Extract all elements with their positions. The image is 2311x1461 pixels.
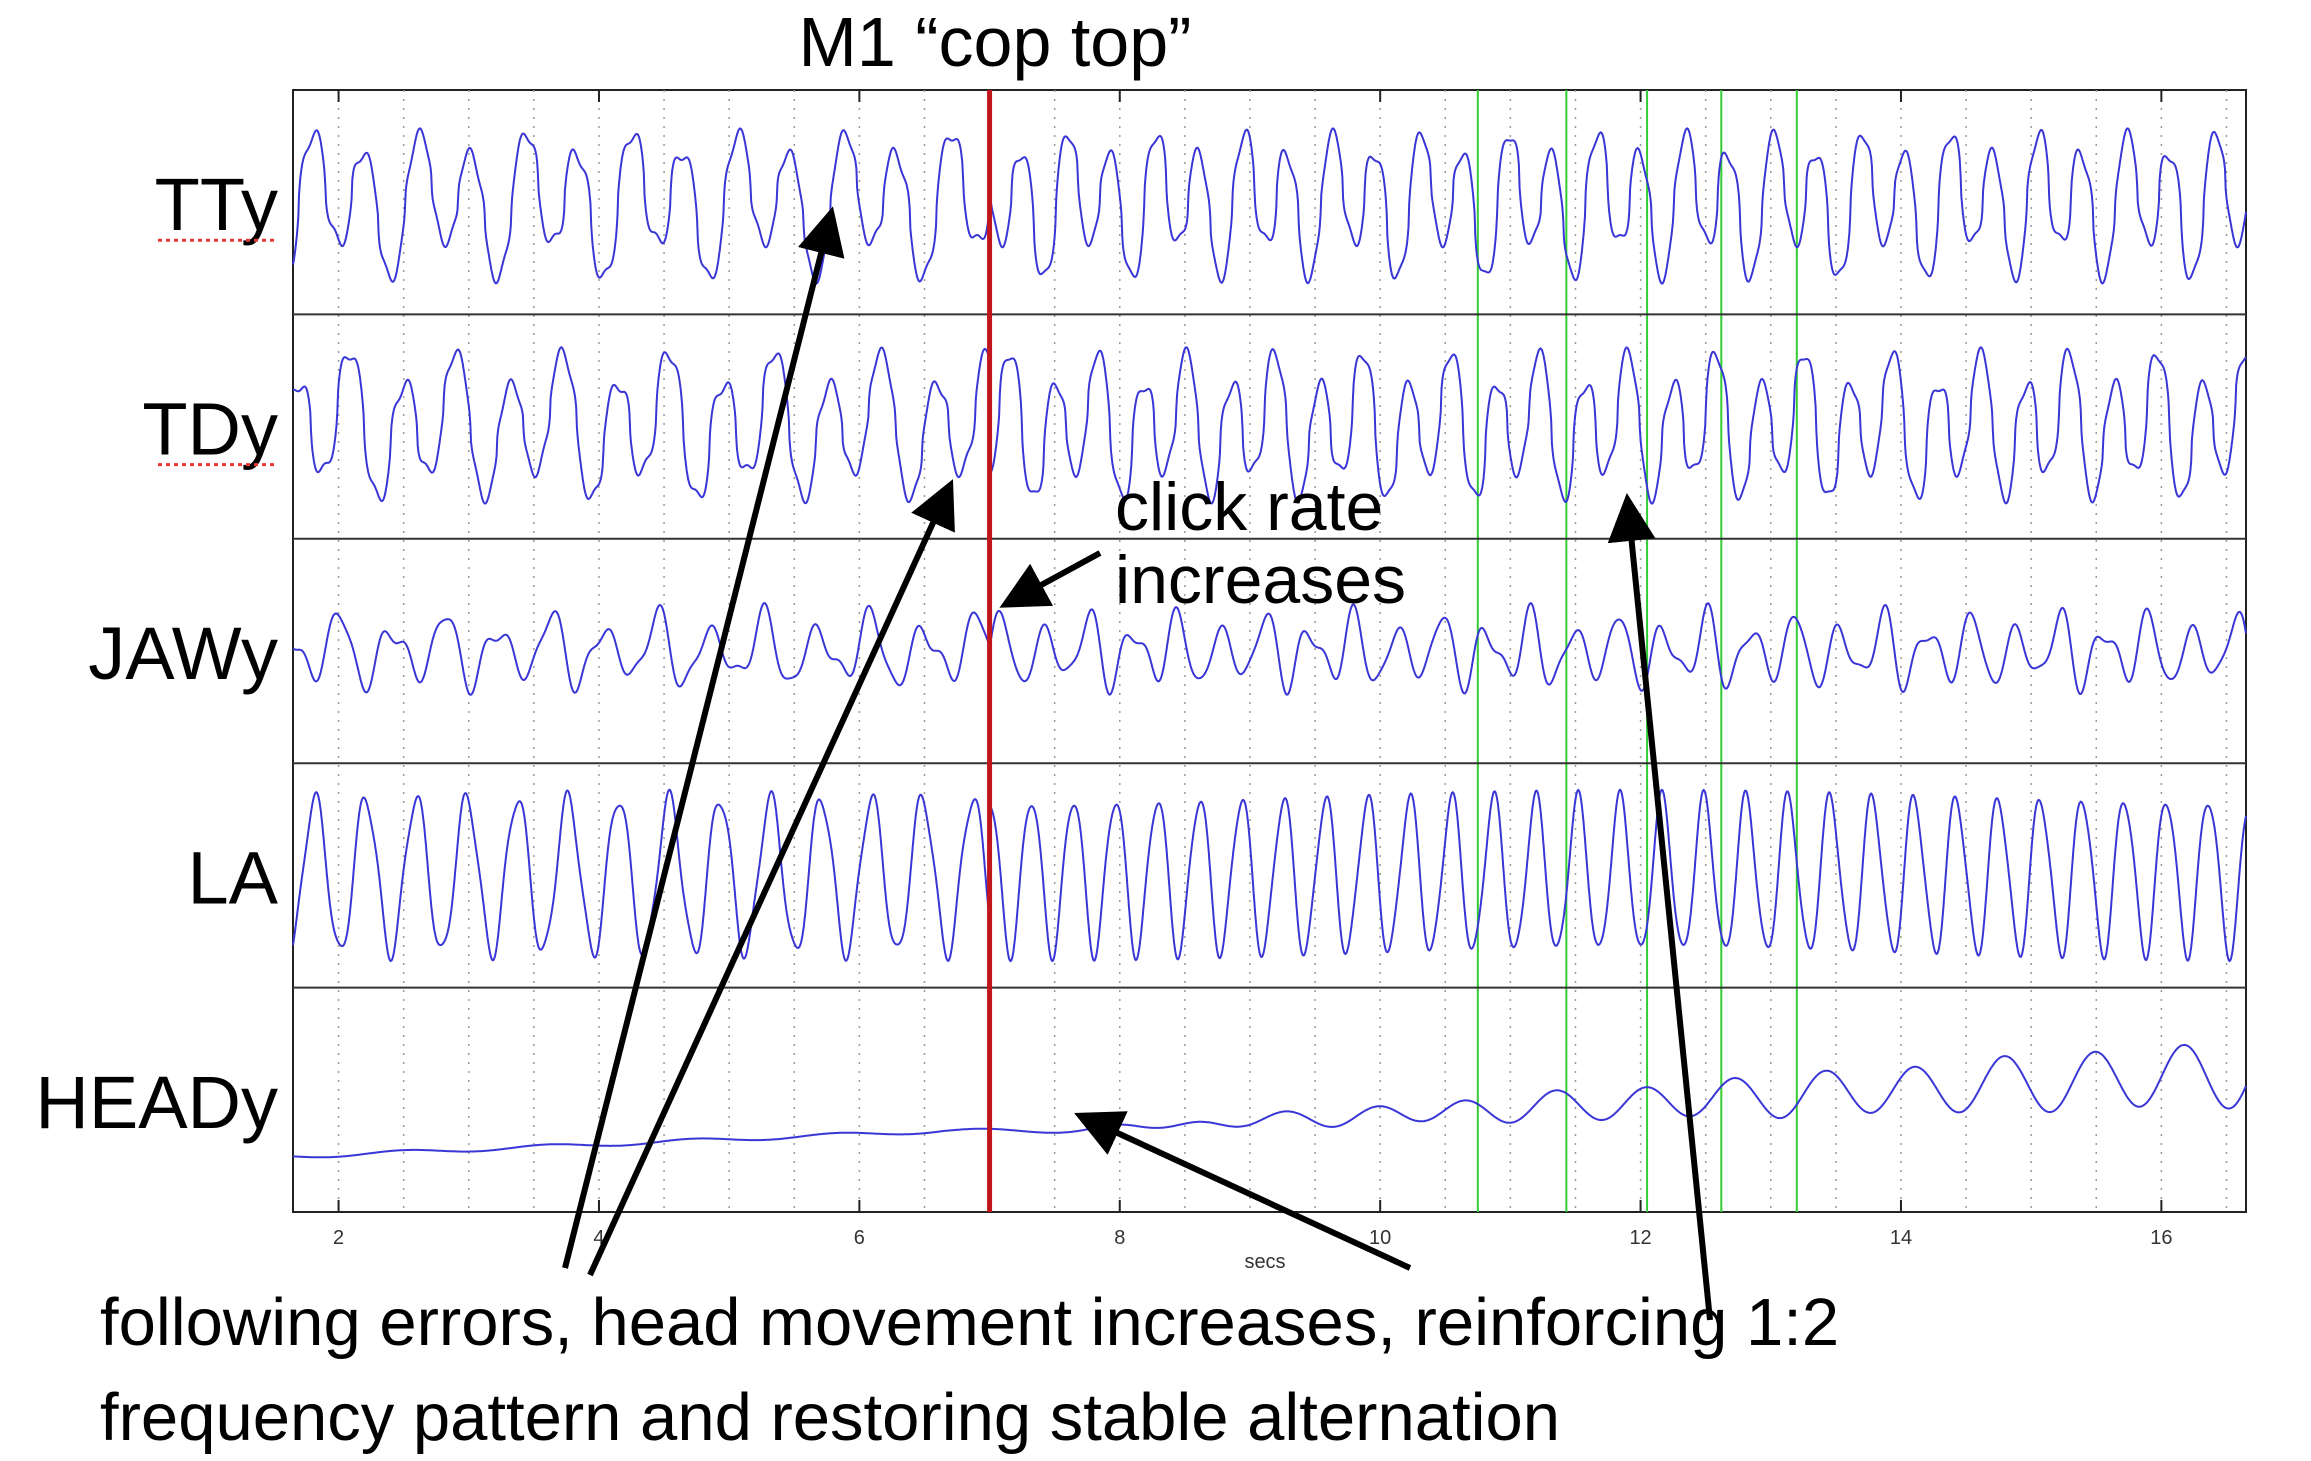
x-ticks: 2 4 6 8 10 12 14 16 (333, 90, 2172, 1249)
series-lines (292, 127, 2247, 1159)
x-tick-label: 16 (2150, 1227, 2172, 1249)
x-tick-label: 4 (593, 1227, 604, 1249)
series-label-tdy: TDy (142, 388, 278, 471)
series-label-tty: TTy (155, 163, 278, 246)
arrow-to-alternation (1607, 493, 1713, 1321)
caption-arrows (562, 206, 1713, 1321)
x-axis-label: secs (1244, 1251, 1285, 1273)
series-line-tty (292, 127, 2247, 285)
series-labels: TTy TDy JAWy LA HEADy (35, 163, 278, 1144)
chart-title: M1 “cop top” (799, 3, 1192, 81)
caption-line1: following errors, head movement increase… (100, 1285, 1839, 1360)
panel-dividers (293, 313, 2246, 989)
series-line-jawy (292, 602, 2247, 696)
series-label-jawy: JAWy (88, 612, 278, 695)
series-line-la (292, 788, 2247, 963)
series-line-heady (293, 1043, 2247, 1159)
arrow-to-tdy-error (587, 479, 955, 1277)
plot-area: 2 4 6 8 10 12 14 16 (292, 89, 2247, 1249)
x-tick-label: 12 (1629, 1227, 1651, 1249)
x-tick-label: 8 (1114, 1227, 1125, 1249)
series-label-la: LA (187, 836, 278, 919)
x-tick-label: 10 (1369, 1227, 1391, 1249)
click-rate-annotation-line2: increases (1115, 542, 1406, 618)
arrow-to-tty-error (562, 206, 845, 1269)
x-tick-label: 2 (333, 1227, 344, 1249)
plot-frame (292, 89, 2247, 1213)
click-rate-annotation-line1: click rate (1115, 469, 1383, 545)
x-tick-label: 6 (854, 1227, 865, 1249)
click-rate-arrow (999, 550, 1102, 608)
series-label-heady: HEADy (35, 1061, 278, 1144)
green-markers (1476, 90, 1798, 1212)
series-line-tdy (292, 346, 2247, 505)
arrow-to-head-movement (1074, 1111, 1412, 1271)
x-tick-label: 14 (1890, 1227, 1912, 1249)
caption-line2: frequency pattern and restoring stable a… (100, 1380, 1560, 1455)
